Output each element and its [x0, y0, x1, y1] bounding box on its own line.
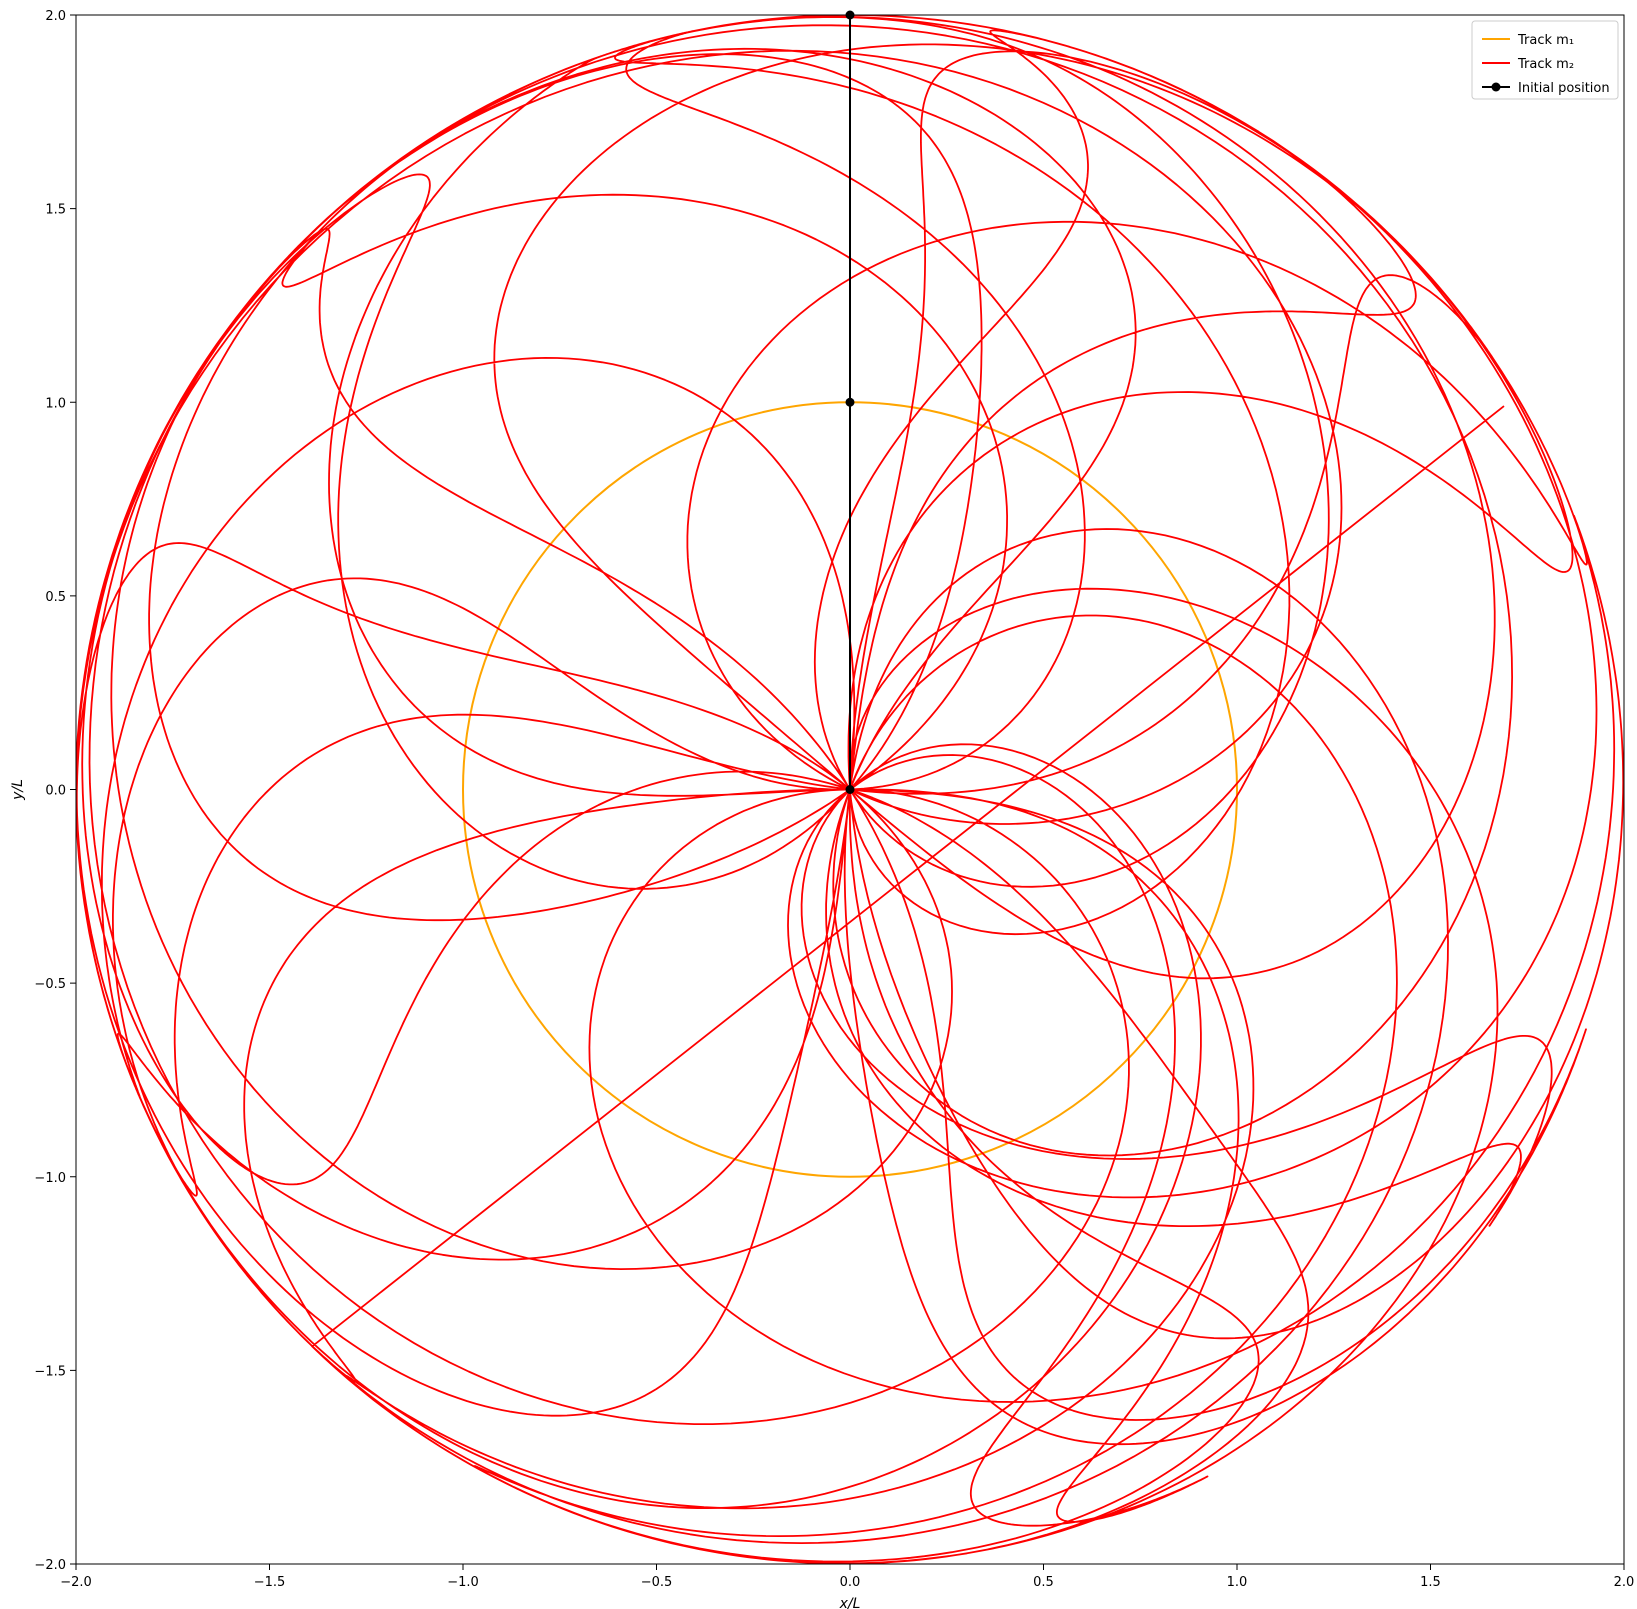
- y-tick-label: 0.5: [45, 590, 66, 605]
- y-tick-label: −2.0: [34, 1558, 66, 1573]
- x-tick-label: −2.0: [60, 1575, 92, 1590]
- initial-position-point: [845, 785, 855, 794]
- x-tick-label: 1.5: [1420, 1575, 1441, 1590]
- legend-label: Track m₂: [1517, 57, 1574, 72]
- legend-box: [1471, 20, 1619, 100]
- plot-frame: [75, 14, 1625, 1565]
- legend-marker: [1491, 82, 1501, 92]
- x-tick-label: 1.0: [1227, 1575, 1248, 1590]
- y-tick-label: 2.0: [45, 9, 66, 24]
- x-tick-label: 2.0: [1614, 1575, 1635, 1590]
- y-axis-label: y/L: [10, 779, 26, 801]
- y-tick-label: 1.0: [45, 396, 66, 411]
- x-tick-label: −1.5: [254, 1575, 286, 1590]
- x-tick-label: −0.5: [641, 1575, 673, 1590]
- x-tick-label: −1.0: [447, 1575, 479, 1590]
- y-tick-label: 1.5: [45, 203, 66, 218]
- x-axis: −2.0 −1.5 −1.0 −0.5 0.0 0.5 1.0 1.5 2.0: [60, 1564, 1634, 1590]
- legend-label: Track m₁: [1517, 33, 1574, 48]
- y-tick-label: −1.0: [34, 1171, 66, 1186]
- y-axis: −2.0 −1.5 −1.0 −0.5 0.0 0.5 1.0 1.5 2.0: [34, 9, 76, 1573]
- x-tick-label: 0.0: [840, 1575, 861, 1590]
- y-tick-label: −1.5: [34, 1364, 66, 1379]
- series-track-m2: [76, 15, 1624, 1564]
- x-tick-label: 0.5: [1033, 1575, 1054, 1590]
- initial-position-point: [845, 397, 855, 407]
- legend: Track m₁ Track m₂ Initial position: [1471, 20, 1619, 100]
- y-tick-label: 0.0: [45, 784, 66, 799]
- x-axis-label: x/L: [839, 1596, 861, 1609]
- y-tick-label: −0.5: [34, 977, 66, 992]
- legend-label: Initial position: [1518, 81, 1610, 96]
